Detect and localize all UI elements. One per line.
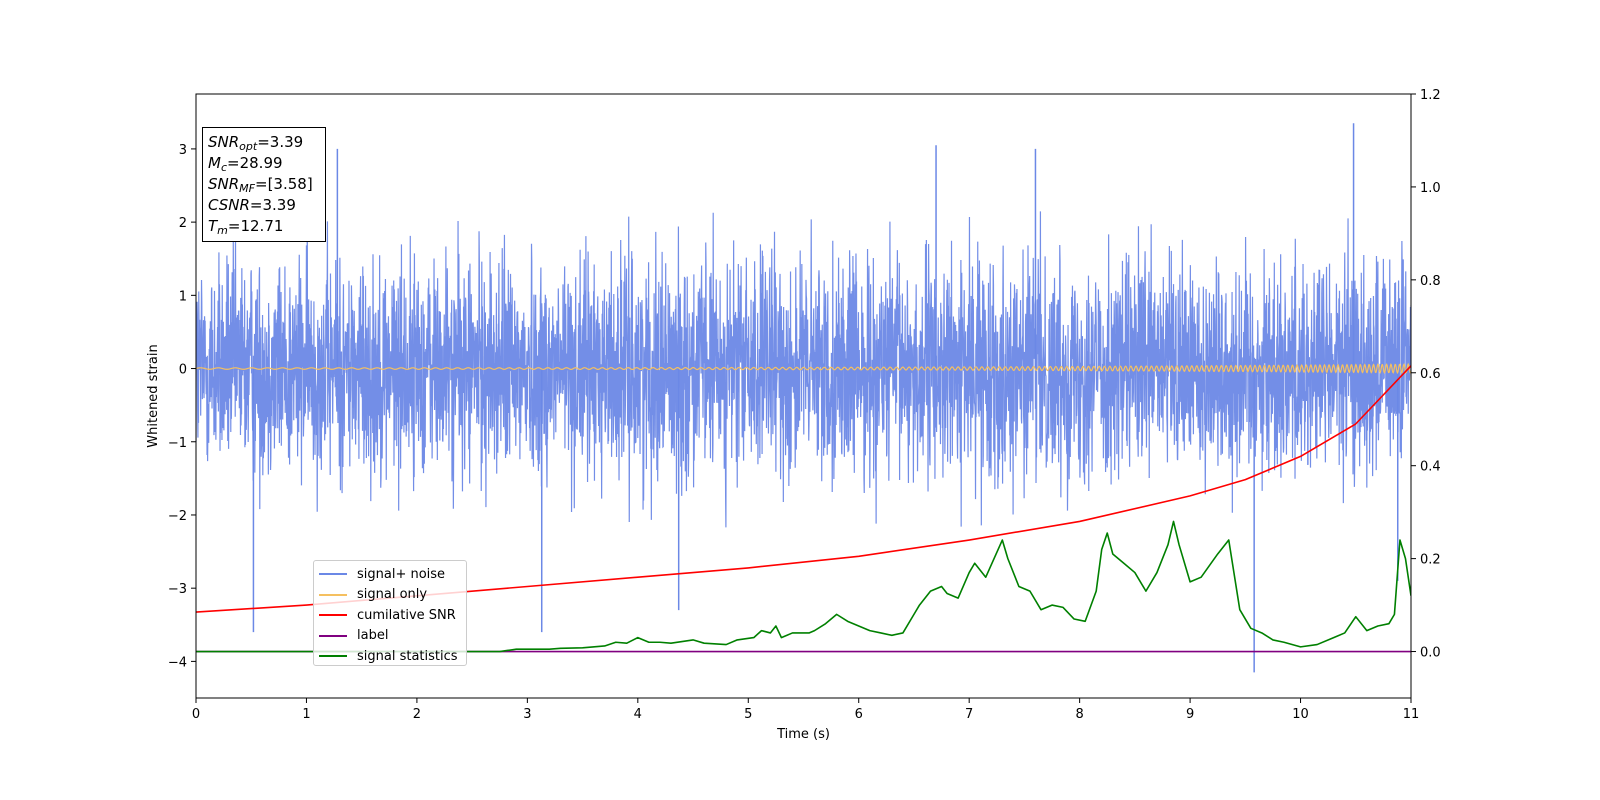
y2-tick-label: 0.6 (1420, 367, 1441, 382)
series-signal-noise-line (196, 201, 1411, 528)
legend-label-cumulative-snr: cumilative SNR (357, 607, 456, 623)
stat-mc: Mc=28.99 (208, 154, 283, 174)
y2-tick-label: 0.0 (1420, 646, 1441, 661)
stat-csnr-value: 3.39 (262, 196, 296, 214)
legend-label-signal-statistics: signal statistics (357, 648, 458, 664)
y2-tick-label: 0.8 (1420, 274, 1441, 289)
y-tick-label: −4 (168, 655, 187, 670)
y-tick-label: 1 (179, 289, 187, 304)
legend-item-signal-only: signal only (319, 585, 466, 606)
y2-tick-label: 1.2 (1420, 88, 1441, 103)
x-tick-label: 7 (965, 707, 973, 722)
x-tick-label: 4 (634, 707, 642, 722)
legend-item-signal-noise: signal+ noise (319, 564, 466, 585)
series-signal-statistics-line (196, 520, 1411, 653)
legend-swatch-label (319, 634, 347, 637)
legend-item-signal-statistics: signal statistics (319, 646, 466, 667)
stat-snr-opt-value: 3.39 (269, 133, 304, 151)
x-tick-label: 1 (302, 707, 310, 722)
legend-swatch-signal-statistics (319, 655, 347, 658)
y-axis-right: 0.0 0.2 0.4 0.6 0.8 1.0 1.2 (1411, 88, 1441, 661)
legend-label-label: label (357, 628, 389, 644)
x-tick-label: 6 (855, 707, 863, 722)
y-tick-label: 3 (179, 143, 187, 158)
stat-tm: Tm=12.71 (208, 217, 284, 237)
stat-snr-mf-value: [3.58] (267, 175, 313, 193)
y-axis-left: −4 −3 −2 −1 0 1 2 3 (168, 143, 196, 670)
stat-mc-value: 28.99 (239, 154, 283, 172)
y-tick-label: −3 (168, 582, 187, 597)
legend-swatch-signal-noise (319, 573, 347, 576)
legend-item-label: label (319, 626, 466, 647)
x-tick-label: 3 (523, 707, 531, 722)
series-signal-only-line (196, 362, 1411, 375)
x-tick-label: 5 (744, 707, 752, 722)
x-tick-label: 0 (192, 707, 200, 722)
legend-swatch-signal-only (319, 593, 347, 596)
y-tick-label: 0 (179, 363, 187, 378)
legend-label-signal-noise: signal+ noise (357, 566, 446, 582)
stat-snr-opt: SNRopt=3.39 (208, 133, 304, 153)
x-tick-label: 2 (413, 707, 421, 722)
y-tick-label: −2 (168, 509, 187, 524)
y2-tick-label: 1.0 (1420, 181, 1441, 196)
axes-frame (195, 93, 1412, 699)
x-tick-label: 9 (1186, 707, 1194, 722)
x-tick-label: 11 (1403, 707, 1420, 722)
legend-label-signal-only: signal only (357, 587, 428, 603)
y-tick-label: 2 (179, 216, 187, 231)
legend-swatch-cumulative-snr (319, 614, 347, 617)
stat-snr-mf: SNRMF=[3.58] (208, 175, 313, 195)
stats-annotation-box: SNRopt=3.39 Mc=28.99 SNRMF=[3.58] CSNR=3… (202, 127, 326, 242)
legend: signal+ noise signal only cumilative SNR… (313, 560, 467, 666)
x-tick-label: 10 (1292, 707, 1309, 722)
x-axis: 0 1 2 3 4 5 6 7 8 9 10 11 (192, 698, 1419, 722)
y2-tick-label: 0.2 (1420, 553, 1441, 568)
y-axis-label: Whitened strain (146, 344, 161, 447)
stat-csnr: CSNR=3.39 (208, 196, 296, 214)
y-tick-label: −1 (168, 436, 187, 451)
y2-tick-label: 0.4 (1420, 460, 1441, 475)
stat-tm-value: 12.71 (240, 217, 284, 235)
legend-item-cumulative-snr: cumilative SNR (319, 605, 466, 626)
x-tick-label: 8 (1075, 707, 1083, 722)
x-axis-label: Time (s) (776, 727, 830, 742)
